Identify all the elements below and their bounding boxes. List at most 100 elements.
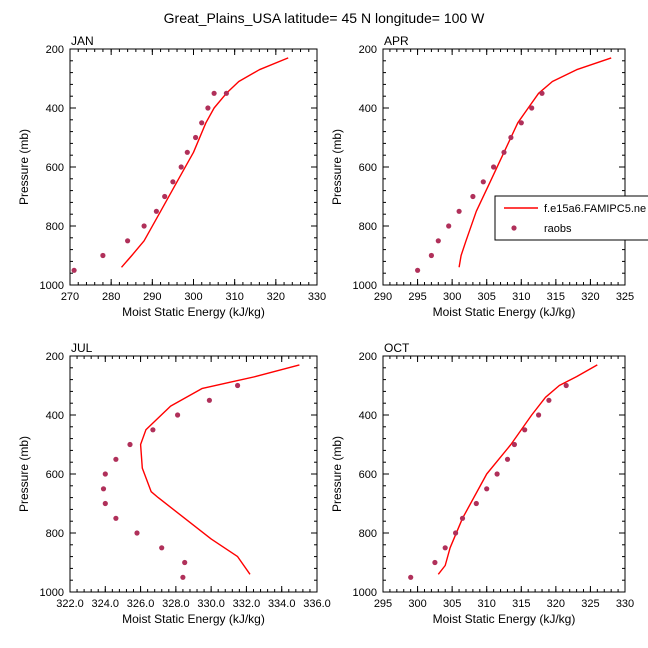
panel-apr: APR 290 295 300 305 310 315 320 325 200 400 600 800 1…	[330, 34, 634, 319]
raobs-point	[102, 500, 108, 507]
raobs-point	[184, 149, 190, 155]
x-tick-label: 295	[374, 598, 392, 610]
raobs-point	[180, 574, 186, 580]
x-axis-title: Moist Static Energy (kJ/kg)	[122, 305, 265, 319]
y-tick-label: 600	[359, 162, 377, 174]
raobs-point	[432, 559, 438, 566]
x-tick-label: 270	[61, 291, 79, 303]
y-tick-label: 400	[359, 410, 377, 422]
raobs-point	[536, 412, 542, 418]
raobs-point	[480, 179, 486, 185]
raobs-point	[428, 252, 434, 259]
raobs-point	[127, 441, 133, 448]
panel-jan: JAN 270 280 290 300 310 320 330 200 400 600 800 1000…	[17, 34, 326, 319]
y-tick-label: 600	[46, 469, 64, 481]
raobs-point	[501, 149, 507, 155]
raobs-point	[435, 238, 441, 244]
y-tick-label: 1000	[40, 280, 64, 292]
panels: JAN 270 280 290 300 310 320 330 200 400 600 800 1000…	[17, 34, 634, 626]
x-tick-label: 325	[581, 598, 599, 610]
legend: f.e15a6.FAMIPC5.ne raobs	[494, 195, 648, 241]
x-tick-label: 310	[225, 291, 243, 303]
raobs-point	[206, 397, 212, 403]
raobs-point	[415, 267, 421, 273]
y-axis-title: Pressure (mb)	[330, 129, 344, 205]
y-tick-label: 1000	[353, 280, 377, 292]
raobs-point	[470, 193, 476, 200]
y-tick-label: 600	[46, 162, 64, 174]
raobs-point	[113, 515, 119, 521]
y-axis-title: Pressure (mb)	[17, 436, 31, 512]
x-tick-label: 324.0	[92, 598, 120, 610]
raobs-point	[211, 90, 217, 96]
y-tick-label: 200	[359, 44, 377, 56]
raobs-point	[408, 574, 414, 580]
raobs-point	[162, 193, 168, 200]
raobs-point	[456, 208, 462, 214]
plot-frame	[69, 48, 318, 286]
model-series-line	[139, 364, 300, 575]
x-tick-label: 315	[547, 291, 565, 303]
raobs-point	[199, 120, 205, 126]
raobs-point	[563, 382, 569, 389]
raobs-point	[446, 223, 452, 229]
raobs-point	[100, 486, 107, 492]
model-series-line	[120, 57, 289, 268]
legend-dot-swatch	[511, 225, 517, 231]
raobs-point	[170, 179, 176, 185]
x-tick-label: 310	[512, 291, 530, 303]
y-tick-label: 400	[46, 103, 64, 115]
raobs-point	[71, 267, 77, 273]
raobs-point	[235, 382, 241, 389]
x-tick-label: 290	[143, 291, 161, 303]
y-tick-label: 400	[359, 103, 377, 115]
x-tick-label: 320	[267, 291, 285, 303]
panel-label: OCT	[384, 341, 410, 355]
x-tick-label: 330	[616, 598, 634, 610]
raobs-point	[442, 545, 448, 551]
raobs-point	[459, 515, 466, 521]
x-tick-label: 325	[616, 291, 634, 303]
x-tick-label: 300	[184, 291, 202, 303]
y-tick-label: 800	[46, 528, 64, 540]
raobs-point	[182, 559, 188, 566]
x-tick-label: 334.0	[268, 598, 296, 610]
x-tick-label: 336.0	[303, 598, 331, 610]
raobs-point	[193, 134, 199, 141]
y-tick-label: 200	[46, 351, 64, 363]
y-tick-label: 400	[46, 410, 64, 422]
panel-label: JAN	[71, 34, 94, 48]
y-tick-label: 600	[359, 469, 377, 481]
y-tick-label: 200	[46, 44, 64, 56]
x-tick-label: 305	[478, 291, 496, 303]
panel-label: APR	[384, 34, 409, 48]
raobs-point	[511, 441, 517, 448]
x-tick-label: 326.0	[127, 598, 155, 610]
raobs-point	[508, 134, 514, 141]
x-tick-label: 322.0	[56, 598, 84, 610]
raobs-point	[150, 427, 156, 433]
raobs-point	[175, 412, 181, 418]
plot-frame	[382, 355, 626, 593]
raobs-point	[134, 530, 140, 536]
plot-frame	[382, 48, 626, 286]
y-tick-label: 1000	[40, 587, 64, 599]
raobs-point	[113, 456, 119, 462]
panel-oct: OCT 295 300 305 310 315 320 325 330 200 400 600 800 1…	[330, 341, 634, 626]
raobs-point	[539, 90, 545, 96]
y-tick-label: 1000	[353, 587, 377, 599]
legend-obs-label: raobs	[544, 223, 572, 235]
y-tick-label: 800	[46, 221, 64, 233]
x-tick-label: 310	[478, 598, 496, 610]
raobs-point	[159, 545, 165, 551]
y-axis-title: Pressure (mb)	[17, 129, 31, 205]
x-tick-label: 320	[581, 291, 599, 303]
raobs-point	[141, 223, 147, 229]
raobs-point	[100, 252, 106, 259]
raobs-point	[546, 397, 552, 403]
panel-jul: JUL 322.0 324.0 326.0 328.0 330.0 332.0 334.0 33…	[17, 341, 331, 626]
raobs-point	[102, 471, 108, 477]
model-series-line	[437, 364, 598, 575]
raobs-point	[205, 105, 211, 111]
x-tick-label: 330.0	[197, 598, 225, 610]
